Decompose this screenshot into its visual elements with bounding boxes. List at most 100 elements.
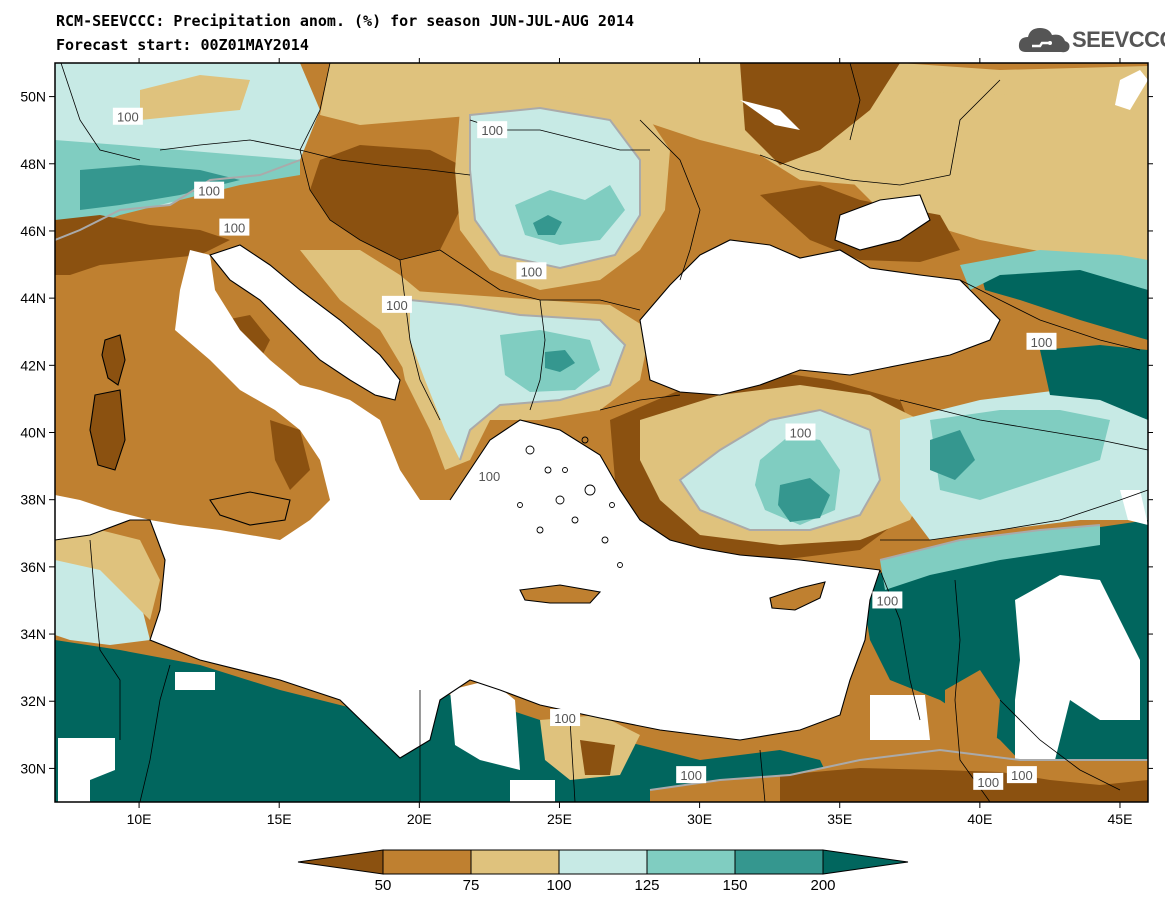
contour-label: 100 [1011,768,1033,783]
contour-label-bg [219,218,250,236]
colorbar-bin [646,849,736,875]
missing-data-patch [1015,575,1140,760]
lat-tick-label: 50N [20,89,46,105]
sea-black [640,240,1000,395]
colorbar-label: 200 [810,877,835,894]
anomaly-region-75-100 [140,75,250,120]
contour-label: 100 [1031,335,1053,350]
contour-label: 100 [481,123,503,138]
missing-data-patch [450,680,520,770]
contour-label: 100 [977,775,999,790]
sea-azov [835,195,930,250]
contour-labels: 100 100 100 100 100 100 100 100 100 100 100 100 100 1… [112,107,1057,790]
lat-tick-label: 30N [20,760,46,776]
anomaly-region-lt50 [580,740,615,775]
colorbar-label: 75 [463,877,480,894]
missing-data-patch [740,100,800,130]
coastlines [55,194,1001,759]
anomaly-region-150-200 [930,430,975,480]
anomaly-region-gt200 [980,262,1148,340]
missing-data-patch [510,780,555,802]
lon-tick-label: 15E [267,811,292,827]
anomaly-region-lt50 [55,215,230,275]
lon-tick-label: 40E [967,811,992,827]
anomaly-region-150-200 [80,165,240,210]
longitude-axis: 10E 15E 20E 25E 30E 35E 40E 45E [127,58,1133,827]
contour-label-bg [872,591,903,609]
contour-label-bg [973,772,1004,790]
colorbar-bin [297,849,384,875]
island-sardinia [90,390,125,470]
island-crete [520,585,600,603]
map-title: RCM-SEEVCCC: Precipitation anom. (%) for… [56,12,634,30]
contour-label: 100 [554,711,576,726]
contour-label-bg [194,181,225,199]
anomaly-region-75-100 [850,92,1148,300]
logo-text: SEEVCCC [1072,27,1165,52]
missing-data-patch [1115,70,1148,110]
contour-label-bg [550,709,581,727]
contour-label-bg [1006,766,1037,784]
colorbar-bin [470,849,560,875]
missing-data-patch [175,672,215,690]
anomaly-region-125-150 [880,525,1100,590]
contour-label-bg [474,467,505,485]
contour-label: 100 [117,110,139,125]
anomaly-region-125-150 [930,410,1110,500]
anomaly-region-lt50 [740,63,900,165]
colorbar-label: 125 [634,877,659,894]
colorbar-label: 100 [546,877,571,894]
lat-tick-label: 46N [20,223,46,239]
colorbar-label: 50 [375,877,392,894]
cloud-logo-icon [1018,28,1070,53]
aegean-islands [517,436,623,568]
lon-tick-label: 30E [687,811,712,827]
contour-label-bg [477,121,508,139]
colorbar-bin [734,849,824,875]
contour-label: 100 [790,426,812,441]
forecast-start-subtitle: Forecast start: 00Z01MAY2014 [56,36,309,54]
lon-tick-label: 25E [547,811,572,827]
contour-label-bg [112,107,143,125]
contour-label: 100 [198,184,220,199]
contour-label-bg [1026,332,1057,350]
contour-label: 100 [877,593,899,608]
map-area [55,63,1148,802]
country-borders [60,63,1148,802]
colorbar-bin [382,849,472,875]
anomaly-region-100-125 [55,560,150,645]
island-corsica [102,335,125,385]
contour-label: 100 [224,221,246,236]
lat-tick-label: 34N [20,626,46,642]
anomaly-region-125-150 [960,250,1148,290]
lat-tick-label: 40N [20,425,46,441]
contour-label-bg [785,423,816,441]
lon-tick-label: 45E [1108,811,1133,827]
contour-100 [55,106,1148,791]
lat-tick-label: 48N [20,156,46,172]
lat-tick-label: 44N [20,290,46,306]
contour-label: 100 [521,264,543,279]
colorbar-legend: 50 75 100 125 150 200 [297,849,909,894]
lat-tick-label: 38N [20,492,46,508]
seevccc-logo: SEEVCCC [1016,22,1165,58]
anomaly-region-150-200 [778,478,830,522]
anomaly-region-lt50 [270,420,310,490]
anomaly-region-150-200 [533,215,562,235]
island-cyprus [770,582,825,610]
sea-adriatic [210,245,400,400]
contour-label-bg [516,262,547,280]
missing-data-patch [870,695,930,740]
anomaly-region-lt50 [310,145,470,260]
anomaly-region-gt200 [1040,345,1148,420]
lon-tick-label: 35E [827,811,852,827]
contour-label-bg [381,295,412,313]
lon-tick-label: 20E [407,811,432,827]
contour-label: 100 [386,298,408,313]
contour-label: 100 [680,768,702,783]
missing-data-patch [1120,490,1148,525]
anomaly-region-75-100 [55,530,160,620]
missing-data-patch [58,738,115,802]
contour-label: 100 [479,469,501,484]
